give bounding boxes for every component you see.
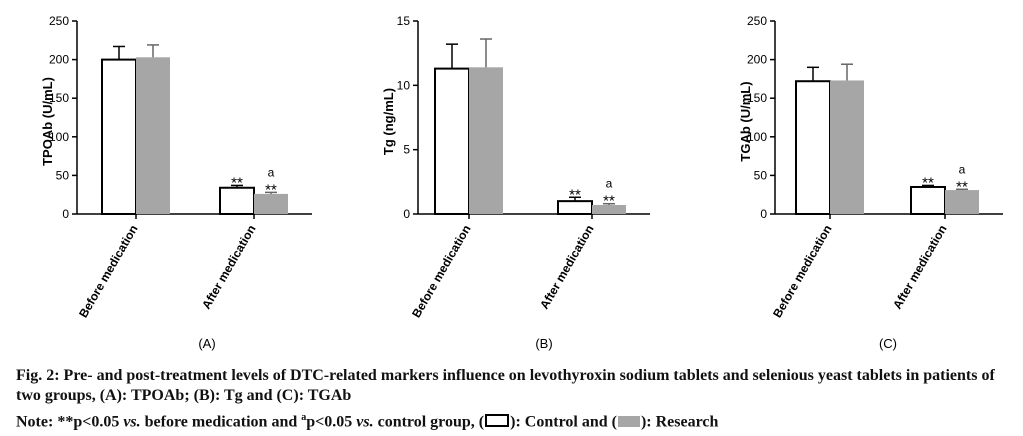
y-tick-label: 250 <box>747 14 767 28</box>
note-vs: vs. <box>123 413 141 431</box>
x-category-label: Before medication <box>409 223 473 321</box>
panel-label: (A) <box>198 336 215 351</box>
y-tick-label: 150 <box>747 91 767 105</box>
research-legend-swatch <box>617 416 640 428</box>
y-tick-label: 250 <box>49 14 69 28</box>
x-category-label: Before medication <box>770 223 834 321</box>
x-category-label: After medication <box>890 223 949 312</box>
research-bar <box>469 67 503 214</box>
x-category-label: After medication <box>537 223 596 312</box>
significance-marker: ** <box>956 178 968 195</box>
note-text: ): Control and ( <box>510 413 617 431</box>
control-bar <box>795 80 831 215</box>
y-axis-label: Tg (ng/mL) <box>381 88 396 155</box>
figure-caption: Fig. 2: Pre- and post-treatment levels o… <box>16 367 995 404</box>
significance-superscript: a <box>959 162 966 176</box>
y-axis-label: TGAb (U/mL) <box>738 81 753 161</box>
y-tick-label: 0 <box>760 207 767 221</box>
y-tick-label: 10 <box>397 78 411 92</box>
research-bar <box>592 204 626 214</box>
y-tick-label: 200 <box>49 53 69 67</box>
significance-marker: ** <box>569 186 581 203</box>
research-bar <box>136 57 170 215</box>
control-bar <box>101 58 137 215</box>
y-tick-label: 150 <box>49 91 69 105</box>
note-text: before medication and <box>140 413 302 431</box>
y-tick-label: 100 <box>747 130 767 144</box>
x-category-label: After medication <box>199 223 258 312</box>
panel-label: (C) <box>879 336 897 351</box>
y-axis-label: TPOAb (U/mL) <box>40 77 55 166</box>
note-text: control group, ( <box>373 413 485 431</box>
panel-label: (B) <box>535 336 552 351</box>
y-tick-label: 50 <box>56 168 70 182</box>
y-tick-label: 15 <box>397 14 411 28</box>
chart-panel-1: 0 50 100 150 200 250 TPOAb (U/mL) Before medica… <box>40 14 312 351</box>
y-tick-label: 0 <box>403 207 410 221</box>
significance-superscript: a <box>606 177 613 191</box>
control-bar <box>434 67 470 215</box>
note-superscript: a <box>301 412 307 423</box>
y-tick-label: 50 <box>754 168 768 182</box>
research-bar <box>254 193 288 214</box>
significance-marker: ** <box>231 174 243 191</box>
note-text: Note: **p<0.05 <box>16 413 124 431</box>
y-tick-label: 5 <box>403 143 410 157</box>
x-category-label: Before medication <box>76 223 140 321</box>
chart-panel-3: 0 50 100 150 200 250 TGAb (U/mL) Before medicat… <box>738 14 1003 351</box>
y-tick-label: 100 <box>49 130 69 144</box>
significance-superscript: a <box>268 165 275 179</box>
research-bar <box>830 80 864 214</box>
note-text: p<0.05 <box>306 413 357 431</box>
chart-panel-2: 0 5 10 15 Tg (ng/mL) Before medication After m… <box>381 14 650 351</box>
control-bar <box>219 186 255 215</box>
significance-marker: ** <box>265 181 277 198</box>
control-legend-swatch <box>485 414 510 428</box>
figure-note: Note: **p<0.05 vs. before medication and… <box>16 408 1011 432</box>
significance-marker: ** <box>603 193 615 210</box>
y-tick-label: 200 <box>747 53 767 67</box>
y-tick-label: 0 <box>62 207 69 221</box>
research-bar <box>945 190 979 214</box>
significance-marker: ** <box>922 174 934 191</box>
note-vs: vs. <box>356 413 374 431</box>
note-text: ): Research <box>640 413 719 431</box>
